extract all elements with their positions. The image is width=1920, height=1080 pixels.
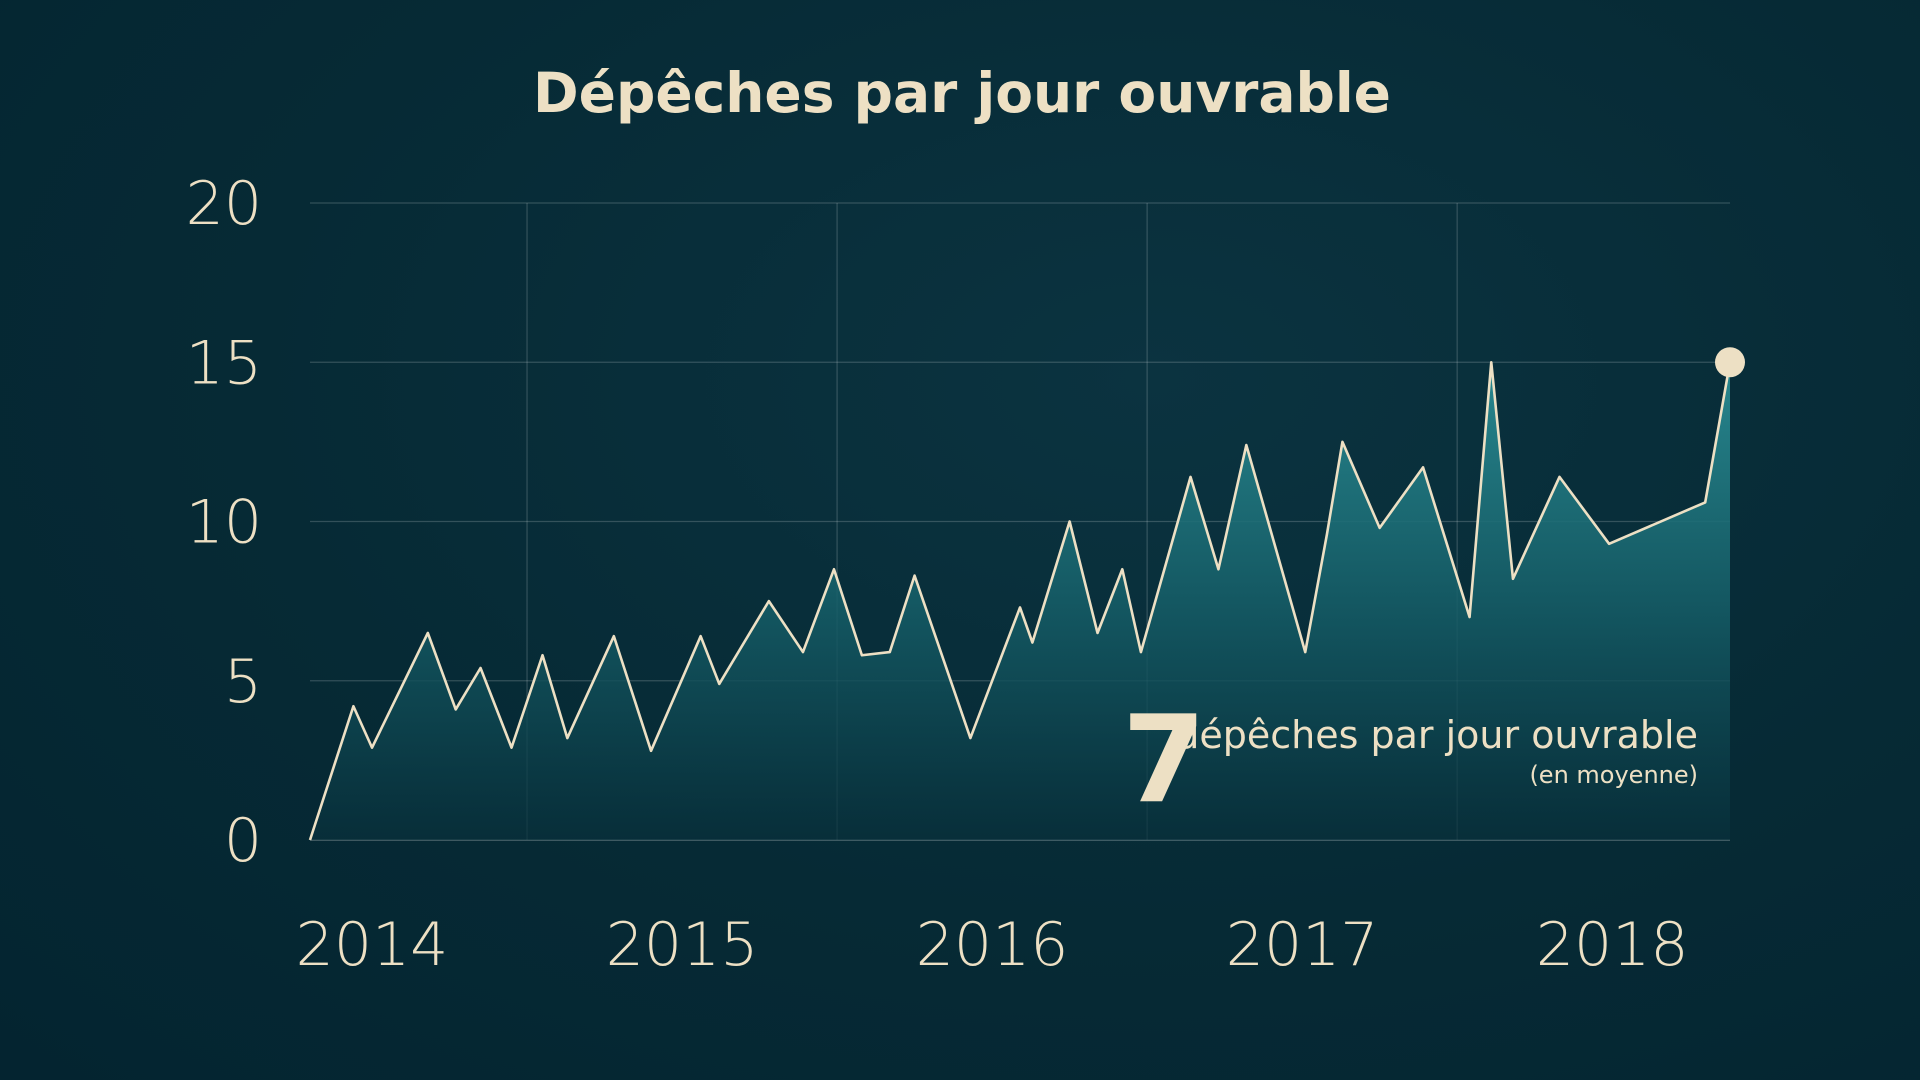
data-points bbox=[1715, 347, 1745, 378]
y-axis-ticks: 0 5 10 15 20 bbox=[186, 169, 262, 876]
y-tick-label: 15 bbox=[186, 328, 262, 398]
annotation-big-number: 7 bbox=[1122, 691, 1206, 830]
latest-point-marker bbox=[1715, 347, 1745, 378]
x-tick-label: 2015 bbox=[606, 910, 759, 980]
series-line bbox=[308, 360, 1732, 841]
annotation-sub-text: (en moyenne) bbox=[1529, 761, 1698, 789]
chart-title: Dépêches par jour ouvrable bbox=[533, 61, 1391, 125]
x-tick-label: 2014 bbox=[296, 910, 449, 980]
series-area-fill bbox=[310, 362, 1730, 840]
y-tick-label: 5 bbox=[224, 647, 262, 717]
x-tick-label: 2017 bbox=[1226, 910, 1379, 980]
y-tick-label: 20 bbox=[186, 169, 262, 239]
area-layer bbox=[308, 360, 1732, 841]
annotation-main-text: dépêches par jour ouvrable bbox=[1175, 713, 1698, 757]
x-tick-label: 2018 bbox=[1536, 910, 1689, 980]
y-tick-label: 10 bbox=[186, 488, 262, 558]
average-annotation: 7 dépêches par jour ouvrable (en moyenne… bbox=[1122, 691, 1698, 830]
x-tick-label: 2016 bbox=[916, 910, 1069, 980]
y-tick-label: 0 bbox=[224, 806, 262, 876]
x-axis-ticks: 2014 2015 2016 2017 2018 bbox=[296, 910, 1689, 980]
